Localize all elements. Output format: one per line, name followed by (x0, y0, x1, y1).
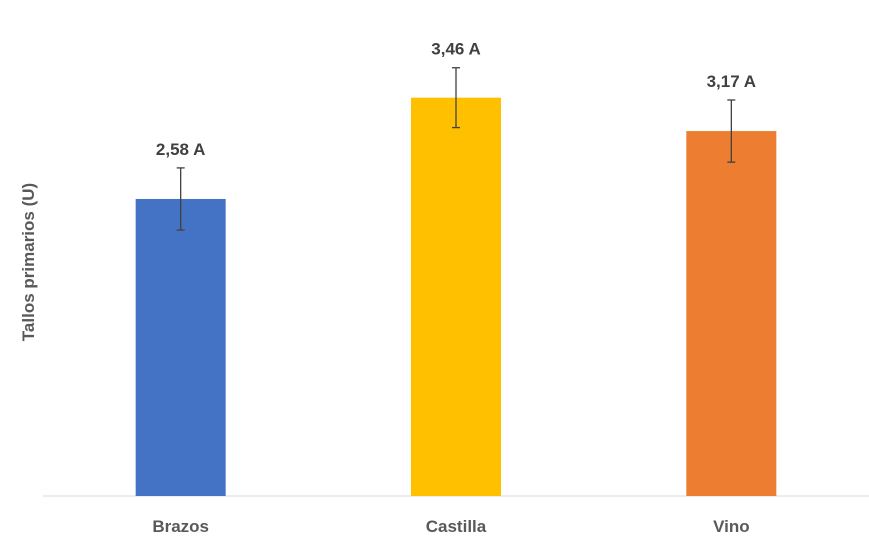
x-tick-label-brazos: Brazos (152, 517, 209, 536)
data-label-brazos: 2,58 A (156, 140, 205, 159)
y-axis-label: Tallos primarios (U) (19, 183, 38, 341)
data-label-castilla: 3,46 A (431, 40, 480, 59)
bar-brazos (136, 199, 226, 496)
data-label-vino: 3,17 A (707, 72, 756, 91)
x-tick-label-castilla: Castilla (426, 517, 487, 536)
bar-vino (686, 131, 776, 496)
bar-castilla (411, 98, 501, 496)
x-tick-label-vino: Vino (713, 517, 750, 536)
bar-marks: 2,58 A Brazos 3,46 A Castilla 3,17 A Vino (136, 40, 777, 536)
